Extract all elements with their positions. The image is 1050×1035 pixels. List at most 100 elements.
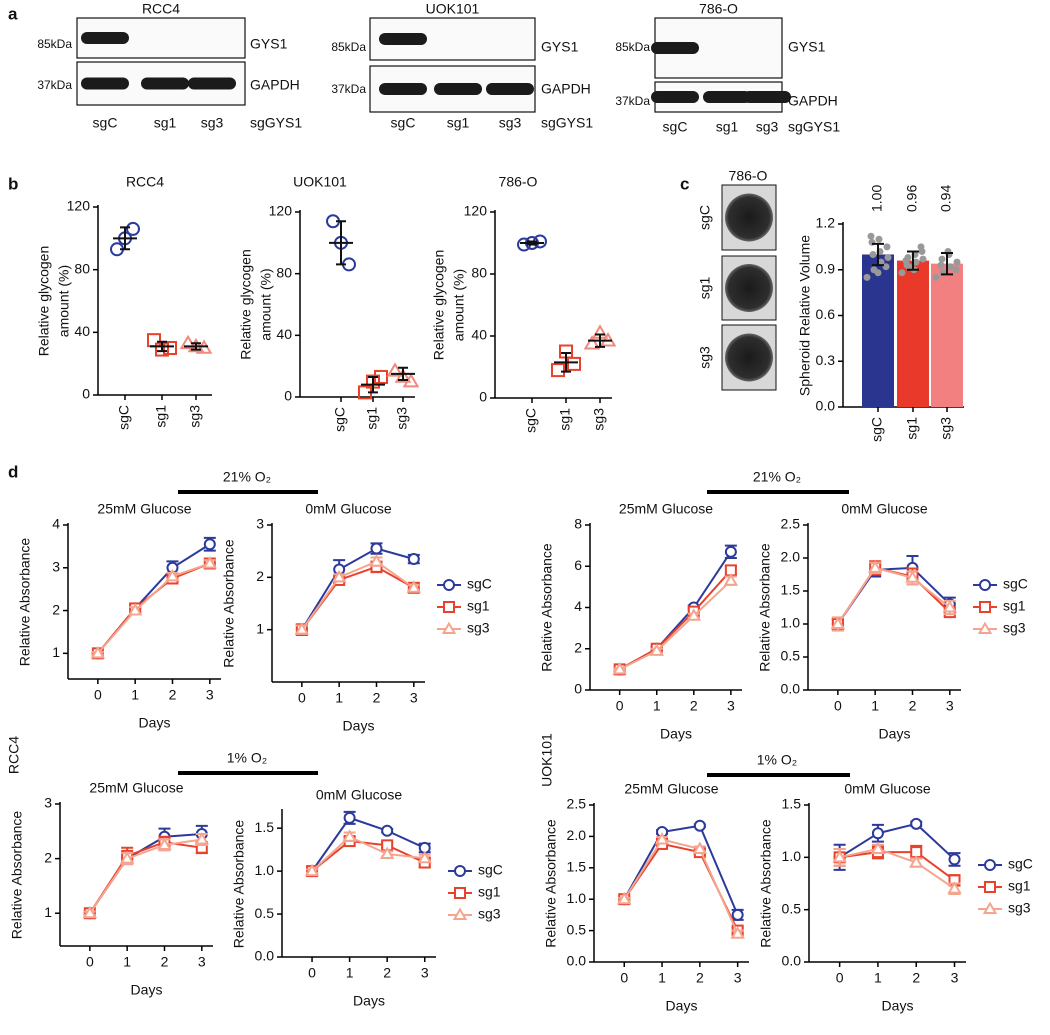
y-tick-label: 0.5 — [782, 900, 802, 916]
y-tick-label: 2 — [52, 601, 60, 617]
y-tick-label: 80 — [74, 260, 90, 276]
panel-letter: a — [8, 4, 18, 23]
series-line — [623, 824, 739, 916]
chart-title: 25mM Glucose — [97, 501, 191, 517]
data-point — [883, 243, 891, 251]
y-tick-label: 4 — [52, 516, 60, 532]
y-tick-label: 0.0 — [816, 398, 836, 414]
x-tick-label: sg3 — [938, 417, 954, 440]
blot-band — [651, 91, 699, 103]
panel-letter: d — [8, 462, 18, 481]
legend-label: sg1 — [467, 598, 490, 614]
spheroid — [725, 333, 773, 382]
y-tick-label: 1.2 — [816, 215, 836, 231]
series-line — [619, 569, 732, 671]
series-line — [301, 547, 415, 631]
legend-label: sg3 — [1003, 620, 1026, 636]
legend-marker — [979, 601, 991, 613]
y-tick-label: 1 — [256, 620, 264, 636]
x-axis-label: Days — [882, 998, 914, 1014]
data-point — [406, 580, 422, 593]
protein-label: GYS1 — [788, 39, 826, 55]
data-point — [693, 819, 706, 832]
series-line — [837, 566, 951, 625]
legend-marker — [454, 865, 466, 877]
x-tick-label: 0 — [836, 970, 844, 986]
band-size: 85kDa — [331, 40, 366, 54]
y-tick-label: 40 — [74, 323, 90, 339]
y-axis-label: Spheroid Relative Volume — [797, 235, 813, 396]
data-point — [90, 645, 106, 659]
y-tick-label: 2 — [574, 639, 582, 655]
y-axis-label: amount (%) — [451, 269, 467, 341]
series-line — [311, 835, 425, 872]
y-tick-label: 0.0 — [782, 953, 802, 969]
blot-title: UOK101 — [426, 1, 480, 17]
data-point — [119, 851, 135, 864]
data-point — [953, 258, 961, 266]
data-point — [723, 573, 739, 586]
blot-band — [434, 83, 482, 95]
band-size: 37kDa — [37, 78, 72, 92]
data-point — [394, 368, 412, 383]
band-size: 37kDa — [615, 94, 650, 108]
series-line — [839, 851, 956, 882]
x-tick-label: sg1 — [153, 405, 169, 428]
error-bar — [191, 342, 201, 351]
x-axis-label: Days — [666, 998, 698, 1014]
error-bar — [907, 250, 919, 271]
x-tick-label: sgC — [116, 405, 132, 430]
data-point — [877, 258, 885, 266]
error-bar — [157, 340, 167, 353]
error-bar — [561, 352, 571, 373]
x-tick-label: 1 — [874, 970, 882, 986]
y-axis-label: amount (%) — [258, 268, 274, 340]
lane-label: sg3 — [756, 119, 779, 135]
bar — [931, 263, 963, 407]
x-tick-label: 3 — [951, 970, 959, 986]
blot-band — [379, 33, 427, 45]
y-tick-label: 1 — [52, 644, 60, 660]
x-tick-label: 2 — [696, 970, 704, 986]
x-axis-label: Days — [353, 993, 385, 1009]
y-tick-label: 1.5 — [782, 796, 802, 812]
y-tick-label: 0.6 — [816, 306, 836, 322]
series-line — [837, 566, 951, 625]
y-tick-label: 1.0 — [781, 615, 801, 631]
legend-label: sgC — [478, 862, 503, 878]
series-line — [619, 579, 732, 671]
bar — [897, 260, 929, 407]
data-point — [649, 643, 664, 656]
data-point — [567, 356, 581, 371]
legend-marker — [443, 601, 455, 613]
y-tick-label: 40 — [276, 326, 292, 342]
spheroid-title: 786-O — [729, 168, 768, 184]
spheroid-row-label: sgC — [697, 205, 713, 230]
x-tick-label: 1 — [871, 698, 879, 714]
y-tick-label: 4 — [574, 598, 582, 614]
data-point — [304, 863, 320, 877]
legend-marker — [443, 579, 455, 591]
x-tick-label: sgC — [523, 408, 539, 433]
series-line — [97, 543, 211, 654]
x-tick-label: 2 — [912, 970, 920, 986]
data-point — [82, 905, 98, 919]
data-point — [869, 251, 877, 258]
x-tick-label: sg1 — [904, 417, 920, 440]
x-tick-label: 3 — [946, 698, 954, 714]
y-tick-label: 0 — [82, 386, 90, 402]
y-tick-label: 0.5 — [255, 905, 275, 921]
y-tick-label: 120 — [464, 203, 488, 219]
y-tick-label: 2.5 — [781, 516, 801, 532]
chart-title: 0mM Glucose — [316, 787, 403, 803]
data-point — [369, 554, 384, 567]
y-tick-label: 2.0 — [781, 549, 801, 565]
y-tick-label: 1.5 — [781, 582, 801, 598]
x-tick-label: sg3 — [394, 407, 410, 430]
data-point — [875, 235, 883, 243]
chart-title: 786-O — [499, 174, 538, 190]
data-point — [194, 832, 210, 845]
series-line — [97, 562, 211, 654]
y-tick-label: 1.0 — [782, 848, 802, 864]
